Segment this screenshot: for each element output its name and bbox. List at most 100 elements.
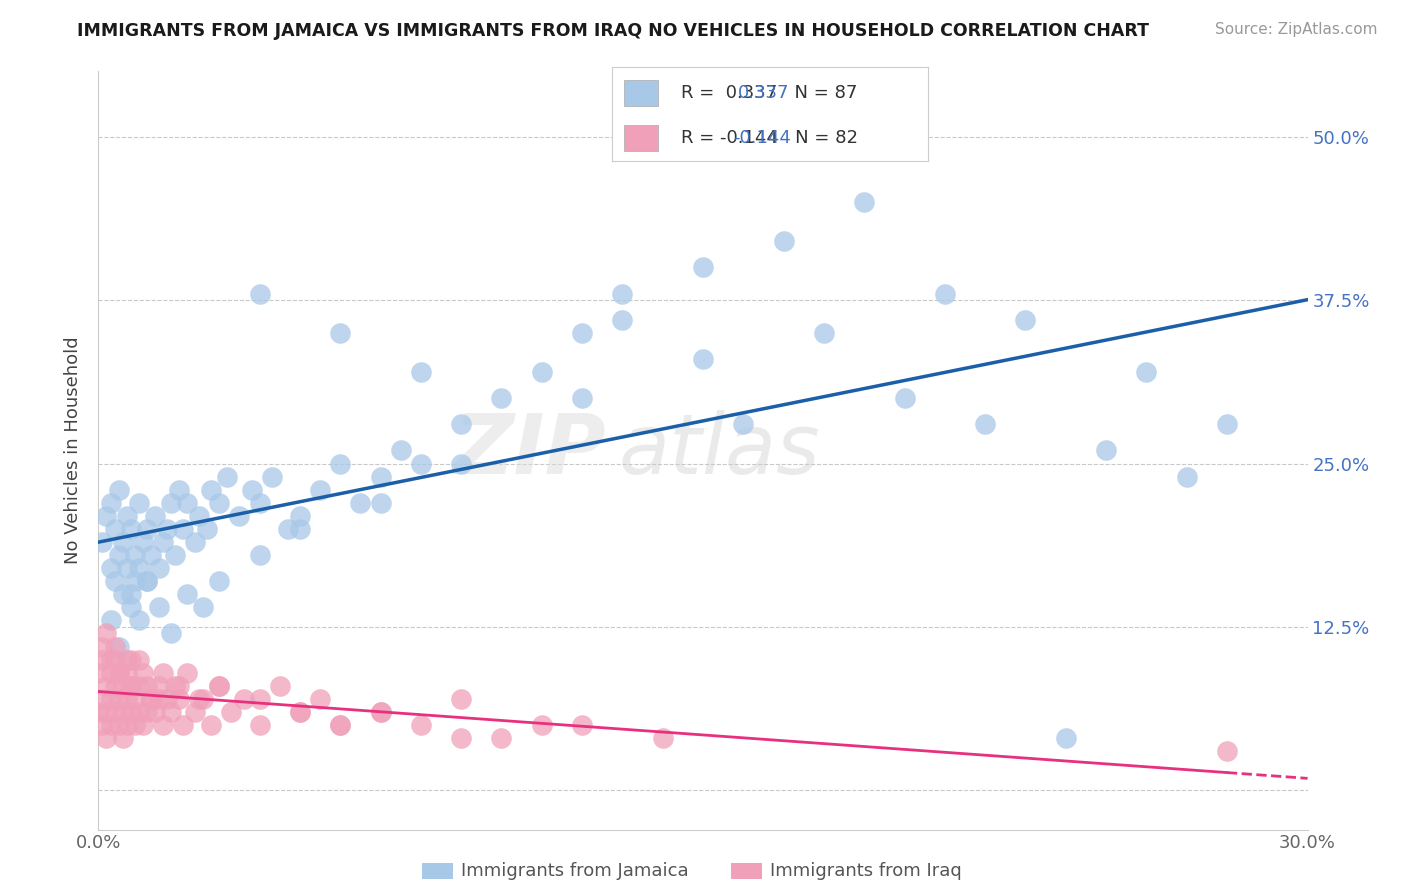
Point: [111, 587, 134, 601]
Point: [148, 679, 170, 693]
Point: [152, 718, 174, 732]
Point: [107, 548, 129, 562]
Point: [128, 679, 150, 693]
Point: [120, 679, 142, 693]
Point: [193, 600, 215, 615]
Point: [1175, 469, 1198, 483]
Point: [91, 718, 114, 732]
Point: [167, 679, 190, 693]
Point: [152, 535, 174, 549]
Point: [309, 691, 332, 706]
Point: [135, 705, 157, 719]
Point: [370, 496, 392, 510]
Point: [269, 679, 291, 693]
Point: [176, 496, 198, 510]
Point: [409, 457, 432, 471]
Point: [120, 652, 142, 666]
Point: [217, 469, 239, 483]
Point: [111, 535, 134, 549]
Text: atlas: atlas: [619, 410, 820, 491]
Point: [124, 718, 146, 732]
Point: [370, 705, 392, 719]
Point: [249, 548, 271, 562]
Text: -0.144: -0.144: [734, 128, 792, 146]
Point: [349, 496, 371, 510]
Point: [692, 351, 714, 366]
Point: [148, 600, 170, 615]
Point: [172, 522, 194, 536]
Point: [853, 195, 876, 210]
Point: [120, 679, 142, 693]
Point: [91, 652, 114, 666]
Text: R = -0.144   N = 82: R = -0.144 N = 82: [682, 128, 858, 146]
Point: [1054, 731, 1077, 745]
Point: [156, 691, 179, 706]
Point: [172, 718, 194, 732]
Point: [160, 496, 183, 510]
Point: [249, 691, 271, 706]
Point: [103, 522, 125, 536]
Text: R =  0.337   N = 87: R = 0.337 N = 87: [682, 84, 858, 102]
Point: [772, 235, 794, 249]
Point: [100, 652, 122, 666]
Point: [111, 679, 134, 693]
Point: [193, 691, 215, 706]
Point: [163, 679, 186, 693]
Point: [156, 522, 179, 536]
Point: [370, 705, 392, 719]
Point: [176, 587, 198, 601]
Point: [160, 705, 183, 719]
Point: [143, 705, 166, 719]
Point: [571, 718, 593, 732]
Point: [260, 469, 283, 483]
Point: [450, 457, 472, 471]
Point: [208, 496, 231, 510]
Point: [96, 626, 118, 640]
Point: [389, 443, 412, 458]
Point: [450, 691, 472, 706]
Point: [893, 391, 915, 405]
Point: [612, 286, 634, 301]
Point: [111, 705, 134, 719]
Text: Immigrants from Iraq: Immigrants from Iraq: [770, 862, 962, 880]
Point: [132, 718, 155, 732]
Point: [148, 561, 170, 575]
Point: [208, 679, 231, 693]
Point: [813, 326, 835, 340]
Point: [91, 535, 114, 549]
Point: [120, 587, 142, 601]
Point: [103, 652, 125, 666]
Point: [692, 260, 714, 275]
Point: [115, 665, 138, 680]
Text: Immigrants from Jamaica: Immigrants from Jamaica: [461, 862, 689, 880]
Point: [100, 718, 122, 732]
Point: [87, 665, 110, 680]
Point: [124, 691, 146, 706]
Point: [103, 679, 125, 693]
Point: [329, 718, 352, 732]
Point: [167, 483, 190, 497]
Point: [934, 286, 956, 301]
Point: [208, 679, 231, 693]
Point: [128, 614, 150, 628]
Point: [530, 365, 553, 379]
Point: [107, 665, 129, 680]
Point: [160, 626, 183, 640]
Point: [143, 508, 166, 523]
Point: [91, 691, 114, 706]
Point: [135, 679, 157, 693]
Point: [249, 286, 271, 301]
Point: [148, 691, 170, 706]
Point: [100, 561, 122, 575]
Point: [288, 705, 311, 719]
Point: [115, 508, 138, 523]
Point: [176, 665, 198, 680]
Point: [409, 365, 432, 379]
Point: [184, 535, 207, 549]
Y-axis label: No Vehicles in Household: No Vehicles in Household: [65, 336, 83, 565]
Point: [1135, 365, 1157, 379]
Point: [139, 548, 162, 562]
Point: [200, 718, 222, 732]
Point: [87, 705, 110, 719]
Point: [135, 574, 157, 589]
